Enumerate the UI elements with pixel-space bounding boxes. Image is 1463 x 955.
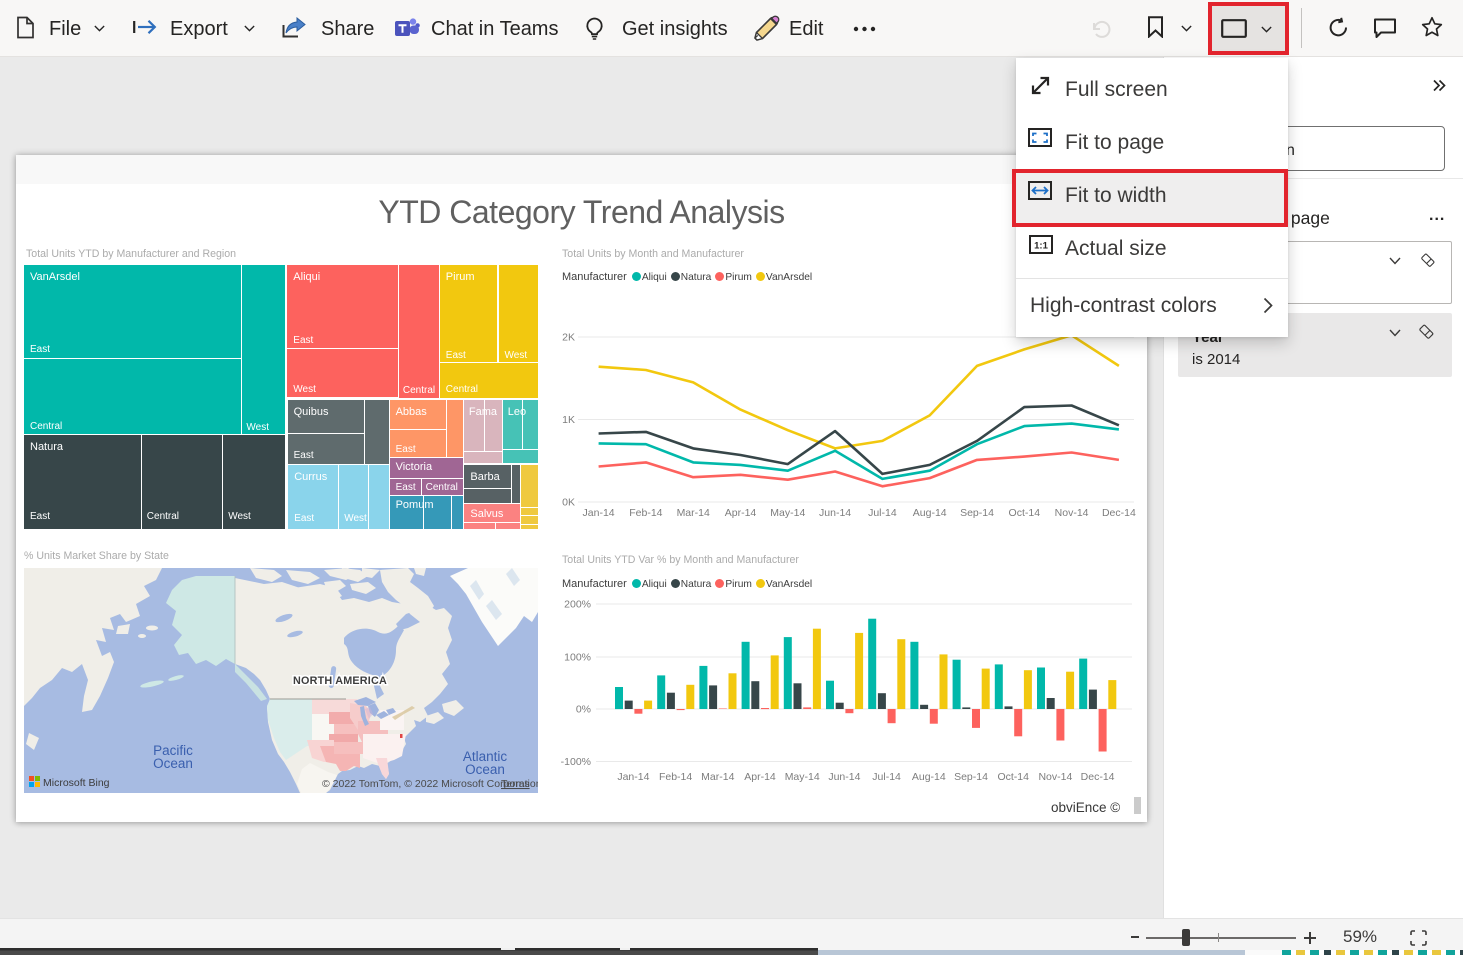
svg-text:Aug-14: Aug-14 [913,507,947,519]
svg-text:Jul-14: Jul-14 [872,771,901,783]
svg-text:-100%: -100% [561,756,591,768]
svg-text:0K: 0K [562,497,575,509]
svg-text:Aug-14: Aug-14 [912,771,946,783]
svg-text:Apr-14: Apr-14 [725,507,757,519]
svg-text:Mar-14: Mar-14 [701,771,734,783]
svg-text:1K: 1K [562,414,575,426]
svg-text:Apr-14: Apr-14 [744,771,776,783]
svg-text:1:1: 1:1 [1034,241,1048,252]
svg-text:Jun-14: Jun-14 [819,507,851,519]
svg-text:Jun-14: Jun-14 [828,771,860,783]
svg-text:NORTH AMERICA: NORTH AMERICA [293,675,387,687]
svg-text:Ocean: Ocean [153,756,193,771]
svg-text:Ocean: Ocean [465,762,505,777]
svg-text:May-14: May-14 [785,771,820,783]
svg-text:Feb-14: Feb-14 [659,771,692,783]
svg-text:Dec-14: Dec-14 [1081,771,1115,783]
svg-text:May-14: May-14 [770,507,805,519]
svg-text:Jan-14: Jan-14 [583,507,615,519]
svg-text:0%: 0% [576,704,591,716]
svg-text:Jan-14: Jan-14 [617,771,649,783]
svg-text:Atlantic: Atlantic [463,749,508,764]
svg-text:Dec-14: Dec-14 [1102,507,1136,519]
svg-text:Pacific: Pacific [153,743,193,758]
svg-text:Sep-14: Sep-14 [954,771,988,783]
svg-text:Nov-14: Nov-14 [1038,771,1072,783]
svg-text:Nov-14: Nov-14 [1055,507,1089,519]
svg-text:Oct-14: Oct-14 [997,771,1029,783]
svg-text:200%: 200% [564,599,591,611]
svg-text:100%: 100% [564,652,591,664]
svg-text:Feb-14: Feb-14 [629,507,662,519]
svg-text:Terms: Terms [501,778,530,790]
svg-text:© 2022 TomTom, © 2022 Microsof: © 2022 TomTom, © 2022 Microsoft Corporat… [322,778,538,790]
svg-text:Oct-14: Oct-14 [1009,507,1041,519]
svg-text:Microsoft Bing: Microsoft Bing [43,777,110,789]
svg-text:Sep-14: Sep-14 [960,507,994,519]
svg-text:Mar-14: Mar-14 [677,507,710,519]
svg-text:2K: 2K [562,332,575,344]
svg-text:Jul-14: Jul-14 [868,507,897,519]
